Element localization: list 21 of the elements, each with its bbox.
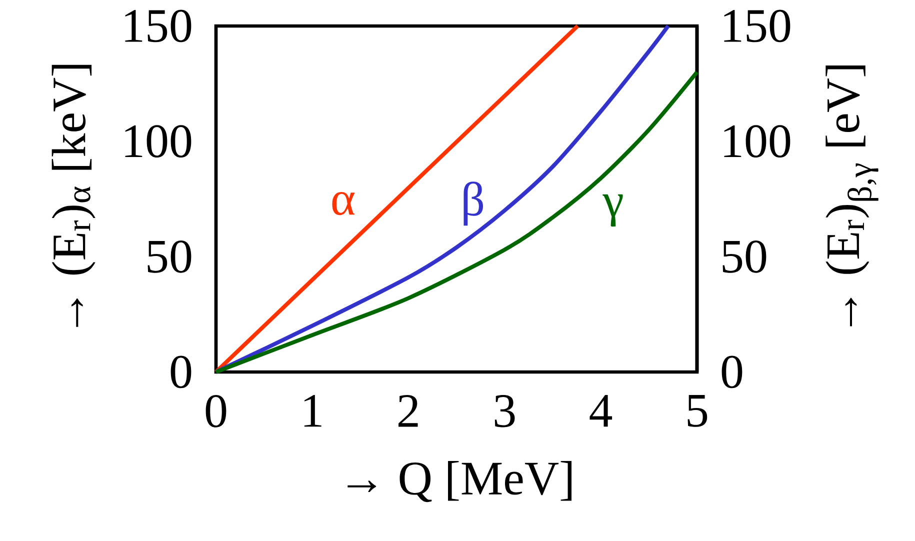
line-series [214, 70, 699, 374]
series-label: α [332, 192, 354, 216]
x-tick-label: 0 [206, 394, 226, 428]
x-tick-label: 3 [494, 394, 515, 428]
y-tick-label: 100 [125, 125, 192, 158]
y-tick-label: 150 [125, 10, 192, 42]
y-tick-label: 0 [170, 356, 192, 388]
x-tick-label: 2 [398, 394, 418, 427]
y2-tick-label: 0 [722, 356, 742, 388]
series-label: γ [602, 194, 623, 227]
y2-tick-label: 50 [722, 240, 766, 273]
y2-axis-title: → (E$_{r}$)$_{β,γ}$ [eV] [826, 66, 878, 326]
y2-tick-label: 150 [724, 10, 790, 42]
x-tick-label: 1 [304, 394, 322, 427]
y-axis-title: → (E$_{r}$)$_{α}$ [keV] [52, 64, 96, 327]
y-tick-label: 50 [148, 240, 192, 273]
y2-tick-label: 100 [724, 125, 790, 158]
x-tick-label: 5 [688, 394, 708, 427]
series-label: β [464, 182, 484, 226]
x-tick-label: 4 [590, 394, 612, 427]
x-axis-title: → Q [MeV] [348, 461, 572, 502]
